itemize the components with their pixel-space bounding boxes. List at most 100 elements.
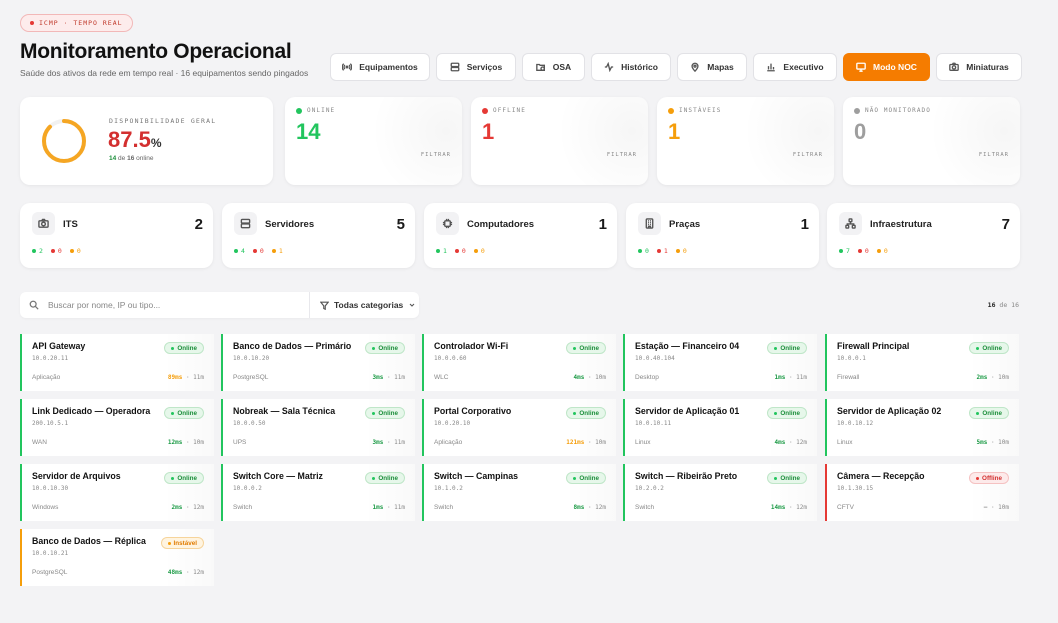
last-check-age: · 11m [788, 374, 807, 381]
category-card-pracas[interactable]: Praças 1 0 1 0 [626, 203, 819, 268]
device-ip: 10.0.10.30 [32, 485, 69, 492]
device-card[interactable]: Switch — Campinas 10.1.0.2 Switch Online 8ms… [422, 464, 616, 521]
device-ip: 10.0.10.20 [233, 355, 270, 362]
device-card[interactable]: API Gateway 10.0.20.11 Aplicação Online 89ms… [20, 334, 214, 391]
nav-osa-button[interactable]: OSA [522, 53, 585, 81]
category-card-servidores[interactable]: Servidores 5 4 0 1 [222, 203, 415, 268]
device-ip: 10.0.40.104 [635, 355, 675, 362]
device-ip: 200.10.5.1 [32, 420, 69, 427]
filter-icon [320, 301, 329, 310]
device-card[interactable]: Switch — Ribeirão Preto 10.2.0.2 Switch Onl… [623, 464, 817, 521]
category-card-its[interactable]: ITS 2 2 0 0 [20, 203, 213, 268]
category-count: 7 [1001, 216, 1010, 233]
device-latency: 3ms · 11m [372, 374, 405, 381]
nav-mapas-button[interactable]: Mapas [677, 53, 747, 81]
category-card-infraestrutura[interactable]: Infraestrutura 7 7 0 0 [827, 203, 1020, 268]
status-badge: Online [365, 472, 405, 484]
status-badge: Online [969, 407, 1009, 419]
stat-card-unmonitored[interactable]: NÃO MONITORADO 0 FILTRAR [843, 97, 1020, 185]
unmonitored-dot-icon [854, 107, 860, 114]
category-online: 0 [645, 247, 649, 255]
category-stats: 7 0 0 [839, 247, 888, 255]
device-card[interactable]: Firewall Principal 10.0.0.1 Firewall Online… [825, 334, 1019, 391]
stat-filter-link[interactable]: FILTRAR [420, 152, 451, 158]
category-stats: 0 1 0 [638, 247, 687, 255]
category-card-computadores[interactable]: Computadores 1 1 0 0 [424, 203, 617, 268]
nav-label: Executivo [783, 62, 824, 72]
latency-value: 2ms [171, 504, 183, 511]
device-latency: 4ms · 12m [774, 439, 807, 446]
device-card[interactable]: Estação — Financeiro 04 10.0.40.104 Deskto… [623, 334, 817, 391]
device-card[interactable]: Portal Corporativo 10.0.20.10 Aplicação Onl… [422, 399, 616, 456]
stat-filter-link[interactable]: FILTRAR [792, 152, 823, 158]
category-filter-select[interactable]: Todas categorias [320, 292, 416, 318]
stat-value: 1 [482, 119, 495, 144]
cpu-icon [436, 212, 459, 235]
nav-equipamentos-button[interactable]: Equipamentos [330, 53, 430, 81]
status-dot-icon [167, 541, 171, 545]
nav-historico-button[interactable]: Histórico [591, 53, 671, 81]
stat-card-online[interactable]: ONLINE 14 FILTRAR [285, 97, 462, 185]
live-badge-label: ICMP · TEMPO REAL [39, 19, 123, 27]
device-type: WLC [434, 374, 449, 381]
availability-footer: 14 de 16 online [109, 155, 154, 162]
stat-value: 1 [668, 119, 681, 144]
latency-value: 89ms [167, 374, 183, 381]
search-input[interactable] [48, 297, 318, 313]
latency-value: 4ms [774, 439, 786, 446]
status-label: Online [780, 474, 800, 482]
device-card[interactable]: Link Dedicado — Operadora 200.10.5.1 WAN On… [20, 399, 214, 456]
activity-icon [604, 62, 614, 72]
device-type: Switch [434, 504, 454, 511]
status-label: Online [780, 344, 800, 352]
device-card[interactable]: Servidor de Aplicação 02 10.0.10.12 Linux O… [825, 399, 1019, 456]
latency-value: 12ms [167, 439, 183, 446]
nav-executivo-button[interactable]: Executivo [753, 53, 837, 81]
status-label: Online [780, 409, 800, 417]
availability-number: 87.5 [108, 127, 151, 152]
category-offline: 0 [864, 247, 869, 255]
category-name: ITS [63, 219, 78, 230]
stat-filter-link[interactable]: FILTRAR [978, 152, 1009, 158]
device-ip: 10.0.10.11 [635, 420, 672, 427]
nav-servicos-button[interactable]: Serviços [436, 53, 516, 81]
device-ip: 10.1.0.2 [434, 485, 463, 492]
radio-signal-icon [342, 63, 353, 71]
stat-card-offline[interactable]: OFFLINE 1 FILTRAR [471, 97, 648, 185]
device-ip: 10.0.10.21 [32, 550, 69, 557]
device-name: Switch Core — Matriz [233, 471, 323, 481]
device-type: Aplicação [32, 374, 61, 381]
category-count: 1 [598, 216, 607, 233]
device-card[interactable]: Controlador Wi-Fi 10.0.0.60 WLC Online 4ms ·… [422, 334, 616, 391]
status-badge: Online [767, 407, 807, 419]
availability-online-count: 14 [109, 155, 117, 162]
latency-value: 14ms [770, 504, 786, 511]
monitor-icon [856, 62, 866, 72]
device-ip: 10.0.0.1 [837, 355, 866, 362]
device-card[interactable]: Banco de Dados — Réplica 10.0.10.21 Postgr… [20, 529, 214, 586]
device-card[interactable]: Nobreak — Sala Técnica 10.0.0.50 UPS Online… [221, 399, 415, 456]
device-card[interactable]: Servidor de Aplicação 01 10.0.10.11 Linux O… [623, 399, 817, 456]
status-label: Online [982, 344, 1002, 352]
device-latency: 14ms · 12m [771, 504, 807, 511]
device-card[interactable]: Banco de Dados — Primário 10.0.10.20 Postg… [221, 334, 415, 391]
status-label: Online [579, 409, 599, 417]
device-latency: 2ms · 10m [976, 374, 1009, 381]
device-card[interactable]: Câmera — Recepção 10.1.30.15 CFTV Offline — … [825, 464, 1019, 521]
nav-miniaturas-button[interactable]: Miniaturas [936, 53, 1022, 81]
status-dot-icon [774, 476, 778, 480]
stat-filter-link[interactable]: FILTRAR [606, 152, 637, 158]
nav-modo-noc-button[interactable]: Modo NOC [843, 53, 930, 81]
status-label: Online [378, 409, 398, 417]
chevron-down-icon [409, 303, 415, 307]
status-label: Instável [173, 539, 197, 547]
availability-unit: % [150, 136, 162, 150]
device-name: Banco de Dados — Réplica [32, 536, 146, 546]
device-card[interactable]: Switch Core — Matriz 10.0.0.2 Switch Online… [221, 464, 415, 521]
category-offline: 0 [57, 247, 62, 255]
latency-value: 1ms [774, 374, 786, 381]
device-name: Link Dedicado — Operadora [32, 406, 151, 416]
stat-card-unstable[interactable]: INSTÁVEIS 1 FILTRAR [657, 97, 834, 185]
unstable-dot-icon [668, 107, 674, 114]
device-card[interactable]: Servidor de Arquivos 10.0.10.30 Windows Onl… [20, 464, 214, 521]
